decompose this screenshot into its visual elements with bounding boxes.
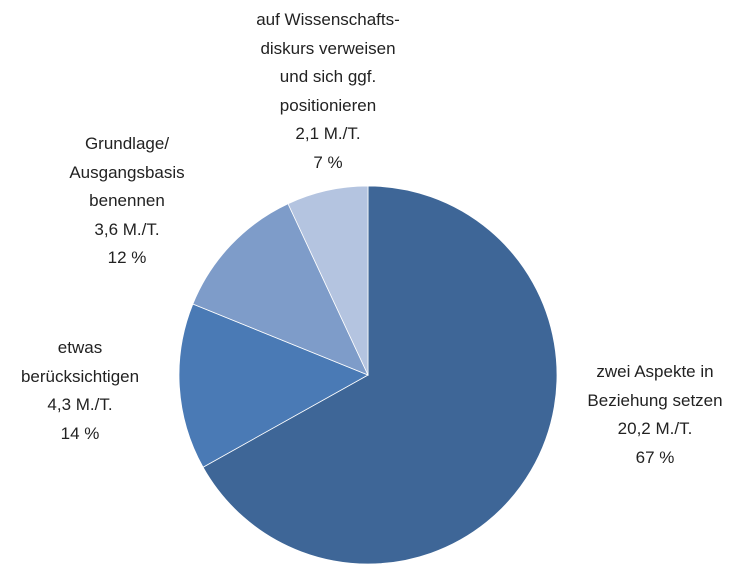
percent-label: 14 %	[60, 423, 100, 443]
percent-label: 12 %	[107, 248, 147, 268]
value-label: 3,6 M./T.	[94, 219, 160, 239]
slice-label: etwas berücksichtigen 4,3 M./T. 14 %	[0, 334, 190, 448]
pie-slice	[178, 303, 369, 468]
slice-label: Grundlage/ Ausgangsbasis benennen 3,6 M.…	[17, 130, 237, 273]
category-label: zwei Aspekte in Beziehung setzen	[587, 362, 723, 410]
category-label: Grundlage/ Ausgangsbasis benennen	[69, 134, 185, 211]
value-label: 20,2 M./T.	[617, 419, 693, 439]
pie-slice	[202, 185, 558, 565]
slice-label: auf Wissenschafts- diskurs verweisen und…	[218, 6, 438, 178]
value-label: 2,1 M./T.	[295, 124, 361, 144]
percent-label: 7 %	[313, 152, 343, 172]
value-label: 4,3 M./T.	[47, 395, 113, 415]
pie-slice	[287, 185, 369, 376]
percent-label: 67 %	[635, 447, 675, 467]
slice-label: zwei Aspekte in Beziehung setzen 20,2 M.…	[545, 358, 744, 472]
pie-slice	[192, 203, 369, 376]
category-label: etwas berücksichtigen	[20, 338, 140, 386]
category-label: auf Wissenschafts- diskurs verweisen und…	[256, 10, 400, 115]
